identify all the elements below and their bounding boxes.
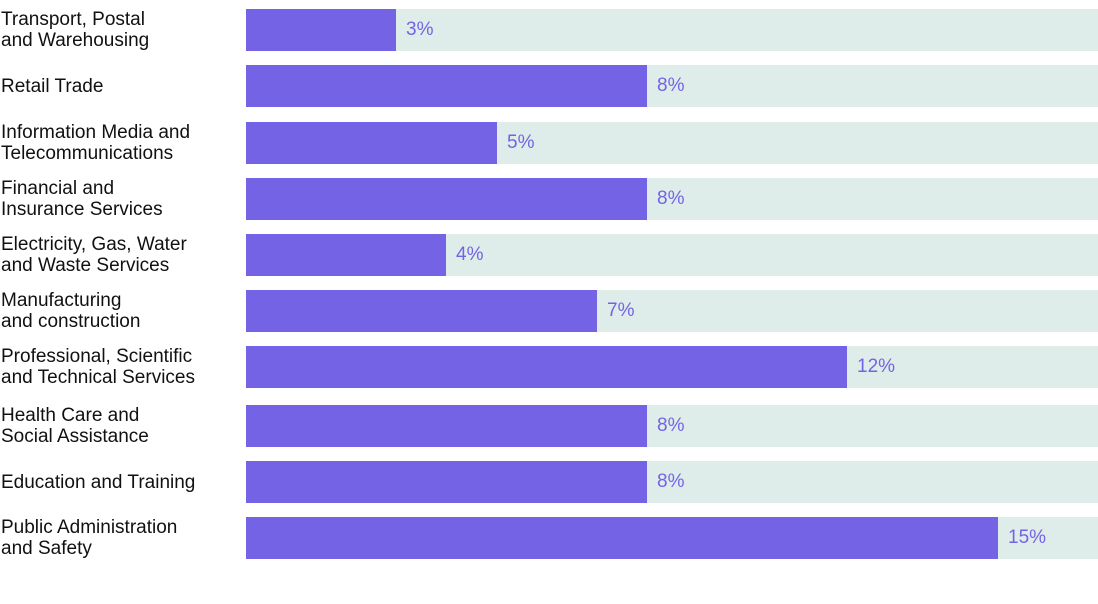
value-label: 5% [507,132,535,153]
category-label: Professional, Scientific and Technical S… [1,346,195,388]
bar [246,122,497,164]
bar [246,65,647,107]
category-label: Retail Trade [1,75,104,97]
bar [246,290,597,332]
bar [246,234,446,276]
value-label: 8% [657,75,685,96]
bar [246,346,847,388]
value-label: 8% [657,188,685,209]
value-label: 15% [1008,527,1047,548]
value-label: 3% [406,19,434,40]
category-label: Transport, Postal and Warehousing [1,9,150,51]
category-label: Electricity, Gas, Water and Waste Servic… [1,234,187,276]
bar [246,405,647,447]
category-label: Health Care and Social Assistance [1,405,149,447]
bar [246,461,647,503]
bar [246,517,998,559]
value-label: 8% [657,471,685,492]
category-label: Public Administration and Safety [1,517,178,559]
category-label: Manufacturing and construction [1,290,141,332]
category-label: Education and Training [1,471,196,493]
value-label: 7% [607,300,635,321]
category-label: Financial and Insurance Services [1,178,163,220]
value-label: 8% [657,415,685,436]
bar [246,9,396,51]
bar [246,178,647,220]
value-label: 12% [857,356,896,377]
category-label: Information Media and Telecommunications [1,122,191,164]
value-label: 4% [456,244,484,265]
